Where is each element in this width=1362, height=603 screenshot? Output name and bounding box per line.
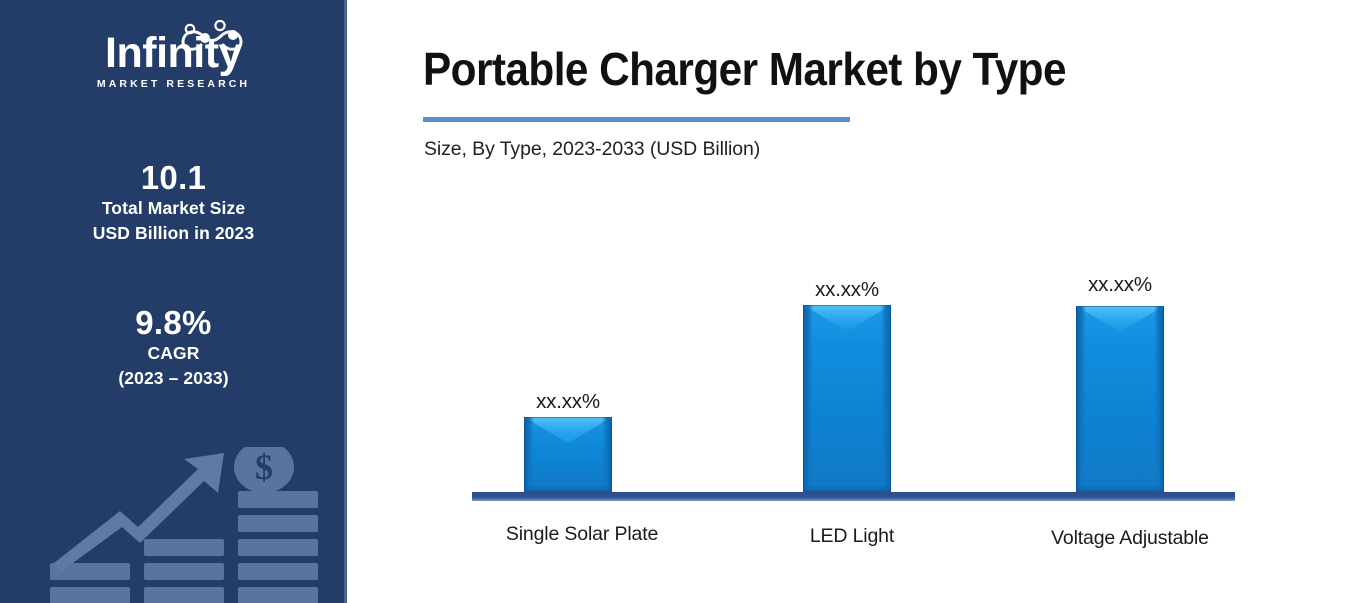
stat-label-market-size-line1: Total Market Size (101, 198, 246, 219)
page-subtitle: Size, By Type, 2023-2033 (USD Billion) (424, 138, 761, 160)
bar-bevel-bottom (1076, 485, 1164, 492)
bar-bevel-bottom (524, 485, 612, 492)
bar-voltage-adjustable[interactable] (1076, 306, 1164, 492)
stat-cagr: 9.8% CAGR (2023 – 2033) (0, 304, 347, 391)
stat-label-cagr-period: (2023 – 2033) (118, 368, 229, 389)
main-content: Portable Charger Market by Type Size, By… (347, 0, 1362, 603)
logo-wordmark: Infinity (105, 29, 242, 77)
bar-bevel-right (1154, 306, 1164, 492)
bar-value-single-solar-plate: xx.xx% (536, 390, 600, 413)
page-title: Portable Charger Market by Type (423, 43, 1067, 95)
bar-edge (524, 417, 612, 492)
svg-text:$: $ (255, 447, 273, 487)
bar-chart: xx.xx% Single Solar Plate xx.xx% LED Lig… (347, 0, 1362, 603)
brand-logo: Infinity MARKET RESEARCH (0, 20, 347, 92)
bar-value-voltage-adjustable: xx.xx% (1088, 273, 1152, 296)
bar-bevel-left (1076, 306, 1086, 492)
sidebar-divider (344, 0, 347, 603)
stat-label-cagr: CAGR (147, 343, 200, 364)
stat-value-cagr: 9.8% (135, 304, 212, 341)
stat-label-market-size-line2: USD Billion in 2023 (92, 223, 255, 244)
bar-edge (803, 305, 891, 492)
infinity-people-icon (181, 20, 242, 51)
bar-label-led-light: LED Light (809, 525, 895, 547)
bar-face (803, 305, 891, 492)
bar-label-voltage-adjustable: Voltage Adjustable (1051, 527, 1209, 549)
bar-bevel-bottom (803, 485, 891, 492)
bar-led-light[interactable] (803, 305, 891, 492)
title-underline (423, 117, 850, 122)
bar-value-led-light: xx.xx% (815, 278, 879, 301)
bar-label-single-solar-plate: Single Solar Plate (505, 523, 659, 545)
logo-tagline: MARKET RESEARCH (96, 78, 251, 90)
bar-single-solar-plate[interactable] (524, 417, 612, 492)
bar-bevel-right (602, 417, 612, 492)
stat-value-market-size: 10.1 (140, 159, 207, 196)
bar-face (1076, 306, 1164, 492)
bar-bevel-left (803, 305, 813, 492)
chart-axis-line (472, 492, 1235, 501)
bar-edge (1076, 306, 1164, 492)
sidebar-panel: Infinity MARKET RESEARCH 10.1 Total Mark… (0, 0, 347, 603)
growth-chart-dollar-icon: $ (50, 447, 318, 603)
bar-bevel-right (881, 305, 891, 492)
bar-bevel-left (524, 417, 534, 492)
logo-mark: Infinity MARKET RESEARCH (89, 20, 259, 92)
stat-total-market-size: 10.1 Total Market Size USD Billion in 20… (0, 159, 347, 246)
